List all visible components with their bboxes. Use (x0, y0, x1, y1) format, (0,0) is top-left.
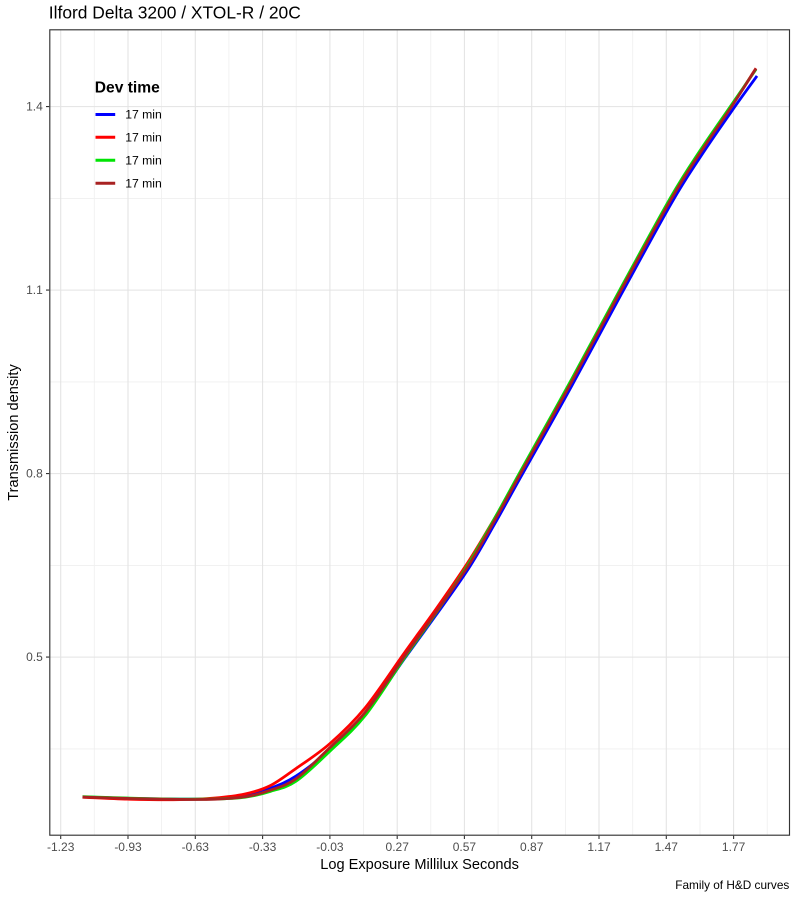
svg-text:0.87: 0.87 (520, 840, 544, 854)
svg-text:Ilford Delta 3200 / XTOL-R / 2: Ilford Delta 3200 / XTOL-R / 20C (49, 3, 301, 23)
svg-text:Transmission density: Transmission density (6, 364, 22, 501)
svg-text:1.77: 1.77 (722, 840, 746, 854)
svg-text:1.4: 1.4 (26, 100, 43, 114)
svg-text:Log Exposure Millilux Seconds: Log Exposure Millilux Seconds (320, 857, 519, 873)
svg-text:-1.23: -1.23 (47, 840, 75, 854)
svg-text:Dev time: Dev time (95, 80, 160, 97)
svg-text:-0.93: -0.93 (114, 840, 142, 854)
svg-text:0.57: 0.57 (453, 840, 477, 854)
svg-text:-0.03: -0.03 (316, 840, 344, 854)
svg-text:0.8: 0.8 (26, 467, 43, 481)
svg-text:17 min: 17 min (125, 130, 162, 144)
svg-text:Family of H&D curves: Family of H&D curves (675, 878, 789, 892)
svg-text:17 min: 17 min (125, 153, 162, 167)
svg-text:-0.33: -0.33 (249, 840, 277, 854)
svg-text:17 min: 17 min (125, 108, 162, 122)
svg-text:17 min: 17 min (125, 176, 162, 190)
svg-text:0.27: 0.27 (386, 840, 410, 854)
svg-text:1.17: 1.17 (587, 840, 611, 854)
svg-text:1.1: 1.1 (26, 283, 43, 297)
svg-text:1.47: 1.47 (655, 840, 679, 854)
svg-text:0.5: 0.5 (26, 650, 43, 664)
svg-text:-0.63: -0.63 (182, 840, 210, 854)
